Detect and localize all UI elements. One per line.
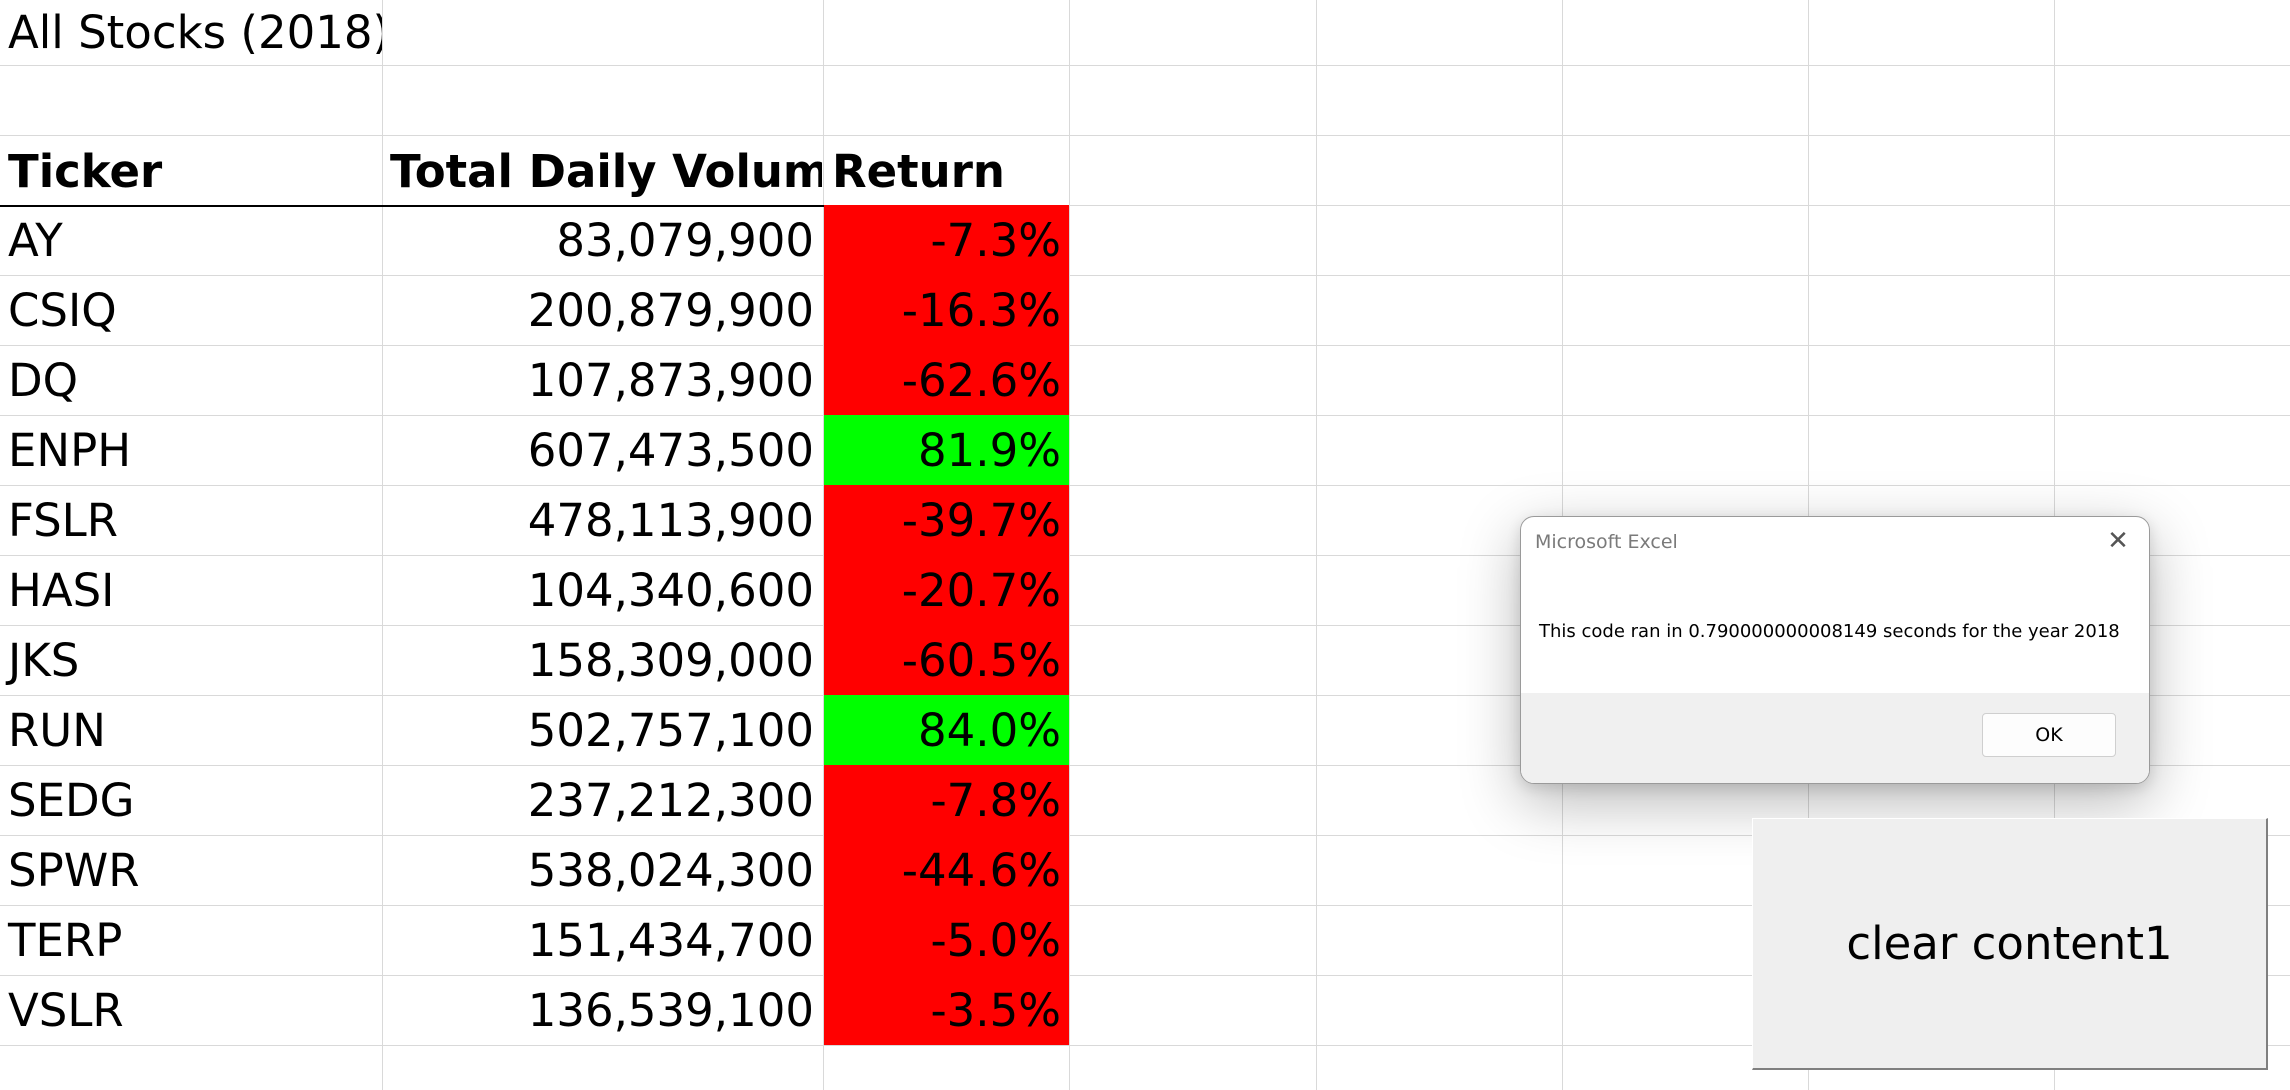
ticker-cell[interactable]: CSIQ [8, 284, 117, 337]
return-cell[interactable]: -20.7% [824, 555, 1069, 625]
ticker-cell[interactable]: SEDG [8, 774, 135, 827]
ticker-cell[interactable]: HASI [8, 564, 115, 617]
ticker-cell[interactable]: DQ [8, 354, 79, 407]
row-gridline [0, 975, 2290, 976]
header-total-daily-volume[interactable]: Total Daily Volume [390, 145, 822, 198]
ticker-cell[interactable]: VSLR [8, 984, 124, 1037]
message-dialog: Microsoft Excel ✕ This code ran in 0.790… [1520, 516, 2150, 784]
header-ticker[interactable]: Ticker [8, 145, 163, 198]
return-cell[interactable]: -7.3% [824, 205, 1069, 275]
row-gridline [0, 65, 2290, 66]
ticker-cell[interactable]: FSLR [8, 494, 118, 547]
ticker-cell[interactable]: ENPH [8, 424, 132, 477]
ok-button[interactable]: OK [1982, 713, 2116, 757]
row-gridline [0, 695, 2290, 696]
header-return[interactable]: Return [832, 145, 1005, 198]
return-cell[interactable]: -44.6% [824, 835, 1069, 905]
volume-cell[interactable]: 136,539,100 [527, 984, 814, 1037]
volume-cell[interactable]: 151,434,700 [527, 914, 814, 967]
volume-cell[interactable]: 502,757,100 [527, 704, 814, 757]
dialog-footer: OK [1521, 693, 2149, 783]
ticker-cell[interactable]: JKS [8, 634, 80, 687]
volume-cell[interactable]: 158,309,000 [527, 634, 814, 687]
column-gridline [823, 0, 824, 1090]
header-bottom-border [0, 205, 1069, 207]
column-gridline [1316, 0, 1317, 1090]
row-gridline [0, 345, 2290, 346]
ticker-cell[interactable]: AY [8, 214, 63, 267]
return-cell[interactable]: -60.5% [824, 625, 1069, 695]
row-gridline [0, 905, 2290, 906]
volume-cell[interactable]: 538,024,300 [527, 844, 814, 897]
return-cell[interactable]: -5.0% [824, 905, 1069, 975]
clear-content-button[interactable]: clear content1 [1752, 818, 2268, 1070]
row-gridline [0, 555, 2290, 556]
column-gridline [382, 0, 383, 1090]
volume-cell[interactable]: 237,212,300 [527, 774, 814, 827]
volume-cell[interactable]: 607,473,500 [527, 424, 814, 477]
row-gridline [0, 135, 2290, 136]
return-cell[interactable]: 81.9% [824, 415, 1069, 485]
row-gridline [0, 485, 2290, 486]
column-gridline [1069, 0, 1070, 1090]
row-gridline [0, 835, 2290, 836]
volume-cell[interactable]: 83,079,900 [556, 214, 814, 267]
volume-cell[interactable]: 478,113,900 [527, 494, 814, 547]
row-gridline [0, 275, 2290, 276]
ticker-cell[interactable]: RUN [8, 704, 106, 757]
volume-cell[interactable]: 104,340,600 [527, 564, 814, 617]
return-cell[interactable]: -16.3% [824, 275, 1069, 345]
close-icon[interactable]: ✕ [2107, 526, 2129, 556]
row-gridline [0, 765, 2290, 766]
row-gridline [0, 415, 2290, 416]
ticker-cell[interactable]: SPWR [8, 844, 140, 897]
ticker-cell[interactable]: TERP [8, 914, 123, 967]
return-cell[interactable]: -62.6% [824, 345, 1069, 415]
dialog-message: This code ran in 0.790000000008149 secon… [1539, 621, 2120, 642]
volume-cell[interactable]: 200,879,900 [527, 284, 814, 337]
dialog-title: Microsoft Excel [1535, 531, 1678, 553]
return-cell[interactable]: -7.8% [824, 765, 1069, 835]
row-gridline [0, 205, 2290, 206]
volume-cell[interactable]: 107,873,900 [527, 354, 814, 407]
row-gridline [0, 1045, 2290, 1046]
return-cell[interactable]: 84.0% [824, 695, 1069, 765]
return-cell[interactable]: -3.5% [824, 975, 1069, 1045]
row-gridline [0, 625, 2290, 626]
return-cell[interactable]: -39.7% [824, 485, 1069, 555]
sheet-title[interactable]: All Stocks (2018) [8, 6, 382, 59]
